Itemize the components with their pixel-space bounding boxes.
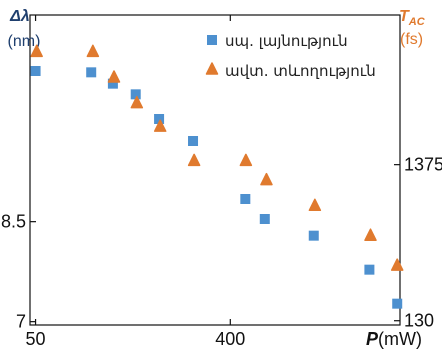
data-point-triangle bbox=[130, 95, 144, 109]
data-point-square bbox=[308, 230, 319, 241]
x-axis-unit: (mW) bbox=[378, 329, 422, 349]
data-point-square bbox=[154, 114, 165, 124]
series-autocorrelation-duration bbox=[30, 44, 404, 271]
x-axis-symbol: P bbox=[366, 329, 379, 349]
data-point-triangle bbox=[107, 70, 121, 83]
y-left-tick-label: 7 bbox=[16, 312, 26, 332]
legend-label: սպ. լայնություն bbox=[225, 32, 348, 50]
data-point-square bbox=[30, 66, 41, 76]
data-point-triangle bbox=[30, 44, 43, 58]
plot-frame bbox=[29, 14, 401, 326]
data-point-triangle bbox=[239, 153, 253, 167]
data-point-triangle bbox=[364, 228, 377, 241]
y-right-axis-symbol-main: T bbox=[399, 8, 410, 25]
data-point-triangle bbox=[153, 119, 167, 132]
y-left-tick-label: 8.5 bbox=[1, 212, 26, 232]
y-right-tick-label: 130 bbox=[404, 311, 434, 331]
data-point-triangle bbox=[390, 258, 404, 271]
y-right-axis-unit: (fs) bbox=[400, 31, 423, 48]
data-point-square bbox=[86, 67, 97, 78]
data-point-square bbox=[130, 89, 141, 100]
legend-marker-triangle bbox=[205, 62, 219, 75]
y-left-axis-unit: (nm) bbox=[8, 33, 41, 50]
data-point-triangle bbox=[86, 44, 100, 58]
data-point-square bbox=[188, 136, 199, 146]
y-right-axis-symbol-subscript: AC bbox=[408, 16, 426, 28]
x-tick-label: 50 bbox=[26, 329, 46, 349]
legend-entry: ավտ. տևողություն bbox=[205, 62, 376, 80]
y-left-axis-symbol: Δλ bbox=[9, 8, 30, 25]
series-spectral-width bbox=[30, 66, 403, 309]
data-point-triangle bbox=[308, 198, 322, 212]
data-point-triangle bbox=[187, 153, 201, 167]
data-point-square bbox=[107, 78, 118, 89]
x-tick-label: 400 bbox=[215, 329, 245, 349]
data-point-square bbox=[240, 194, 251, 204]
x-axis-label: P(mW) bbox=[366, 329, 422, 349]
data-point-square bbox=[392, 298, 403, 309]
legend-entry: սպ. լայնություն bbox=[207, 32, 348, 50]
legend-marker-square bbox=[207, 35, 217, 45]
legend-label: ավտ. տևողություն bbox=[225, 62, 376, 80]
data-point-triangle bbox=[260, 172, 273, 186]
y-right-axis-symbol: TAC bbox=[399, 8, 426, 28]
data-point-square bbox=[364, 264, 375, 275]
data-point-square bbox=[259, 214, 270, 224]
y-right-tick-label: 1375 bbox=[404, 155, 442, 175]
